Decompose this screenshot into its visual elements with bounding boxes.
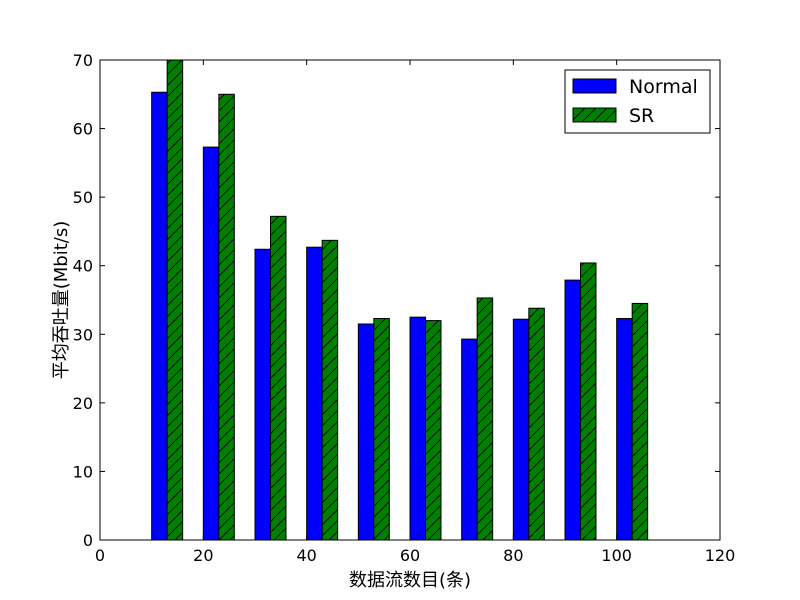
bar-sr-90 (580, 262, 597, 541)
x-axis-label: 数据流数目(条) (349, 570, 471, 591)
bars-layer (151, 59, 649, 541)
y-tick-label: 40 (73, 257, 93, 276)
x-tick-label: 20 (193, 546, 213, 565)
bar-sr-50 (373, 318, 390, 541)
bar-normal-10 (151, 91, 168, 541)
y-tick-label: 30 (73, 325, 93, 344)
bar-normal-70 (461, 338, 478, 541)
bar-sr-20 (218, 93, 235, 541)
bar-normal-90 (564, 279, 581, 541)
bar-normal-30 (254, 248, 271, 541)
legend-swatch-normal (572, 78, 617, 94)
bar-normal-20 (202, 146, 220, 541)
bar-sr-100 (631, 302, 649, 541)
bar-sr-30 (270, 215, 287, 541)
x-tick-label: 100 (601, 546, 632, 565)
legend-label-normal: Normal (629, 76, 698, 98)
bar-normal-50 (357, 323, 375, 541)
bar-sr-10 (166, 59, 184, 541)
ticks-layer: 0 20 40 60 80 100 120 0 10 20 30 40 50 60 70 (73, 51, 736, 565)
x-tick-label: 0 (95, 546, 105, 565)
bar-sr-70 (476, 297, 494, 541)
y-axis-label: 平均吞吐量(Mbit/s) (51, 221, 72, 380)
bar-sr-40 (321, 239, 339, 541)
y-tick-label: 70 (73, 51, 93, 70)
bar-sr-80 (528, 307, 545, 541)
bar-normal-60 (409, 316, 426, 541)
bar-normal-40 (306, 246, 323, 541)
y-tick-label: 60 (73, 120, 93, 139)
y-tick-label: 10 (73, 462, 93, 481)
bar-sr-60 (425, 320, 442, 541)
legend-label-sr: SR (629, 105, 654, 127)
legend-swatch-sr (572, 107, 617, 123)
x-tick-label: 40 (296, 546, 316, 565)
y-tick-label: 50 (73, 188, 93, 207)
bar-normal-80 (512, 318, 530, 541)
y-tick-label: 20 (73, 394, 93, 413)
y-tick-label: 0 (83, 531, 93, 550)
legend: Normal SR (564, 69, 711, 134)
bar-normal-100 (616, 318, 633, 541)
x-tick-label: 80 (503, 546, 523, 565)
x-tick-label: 120 (705, 546, 736, 565)
x-tick-label: 60 (400, 546, 420, 565)
